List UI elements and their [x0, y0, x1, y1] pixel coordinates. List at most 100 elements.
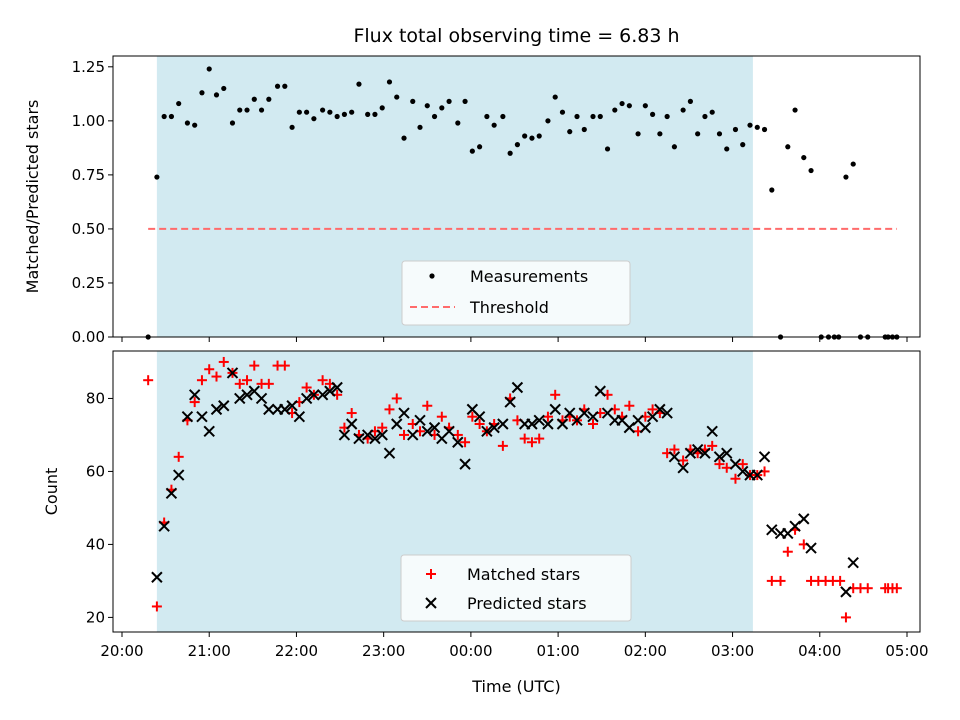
legend-matched-marker [426, 569, 436, 579]
matched-star-point [840, 612, 851, 623]
y-tick-label: 40 [86, 535, 105, 553]
measurement-point [545, 118, 551, 124]
matched-star-point [775, 575, 786, 586]
predicted-star-point [361, 429, 374, 441]
measurement-point [747, 122, 753, 128]
measurement-point [394, 94, 400, 100]
predicted-star-point [623, 421, 636, 434]
predicted-star-point [504, 396, 516, 408]
predicted-star-point [172, 469, 185, 481]
measurement-point [356, 81, 362, 87]
predicted-star-point [840, 586, 852, 598]
measurement-point [801, 154, 807, 161]
measurement-point [320, 107, 326, 113]
measurement-point [192, 122, 198, 128]
predicted-star-point [594, 385, 606, 397]
y-tick-label: 80 [86, 389, 105, 407]
matched-star-point [346, 408, 357, 419]
matched-star-point [377, 422, 388, 433]
predicted-star-point [847, 556, 859, 569]
predicted-star-point [324, 385, 336, 397]
measurement-point [850, 161, 856, 167]
measurement-point [671, 144, 678, 150]
legend-measurements-marker [429, 273, 435, 279]
legend-threshold-label: Threshold [469, 298, 549, 317]
predicted-star-point [383, 447, 396, 459]
predicted-star-point [713, 451, 726, 463]
measurement-point [687, 98, 693, 104]
measurement-point [379, 105, 385, 111]
measurement-point [229, 120, 236, 126]
matched-star-point [766, 575, 777, 586]
measurement-point [612, 107, 618, 113]
measurement-point [507, 150, 513, 156]
matched-star-point [399, 429, 410, 440]
measurement-point [597, 113, 603, 120]
predicted-star-point [766, 524, 778, 536]
measurement-point [274, 83, 281, 89]
y-tick-label: 0.75 [72, 166, 105, 184]
measurement-point [716, 131, 723, 137]
x-tick-label: 04:00 [798, 642, 841, 660]
matched-star-point [384, 404, 395, 415]
predicted-star-point [452, 436, 464, 448]
legend-measurements-label: Measurements [470, 267, 588, 286]
predicted-star-point [338, 429, 351, 441]
matched-star-point [782, 546, 793, 557]
measurement-point [514, 142, 521, 148]
matched-star-point [467, 411, 478, 422]
predicted-star-point [263, 403, 275, 416]
predicted-star-point [188, 389, 201, 401]
x-tick-label: 01:00 [536, 642, 579, 660]
y-tick-label: 20 [86, 608, 105, 626]
measurement-point [536, 133, 542, 139]
predicted-star-point [737, 465, 749, 478]
predicted-star-point [661, 407, 673, 419]
count-y-label: Count [42, 468, 61, 516]
measurement-point [469, 148, 475, 154]
ratio-legend: Measurements Threshold [401, 260, 631, 326]
measurement-point [522, 133, 528, 139]
ratio-series-group [145, 66, 900, 340]
matched-star-point [460, 437, 471, 448]
predicted-star-point [542, 418, 554, 430]
measurement-point [590, 113, 596, 120]
measurement-point [327, 109, 333, 115]
predicted-star-point [668, 451, 681, 463]
predicted-star-point [758, 451, 771, 463]
legend-predicted-glyph [425, 597, 437, 609]
measurement-point [237, 107, 243, 113]
matched-star-point [588, 418, 598, 429]
matched-star-point [249, 360, 260, 371]
predicted-star-point [706, 425, 718, 437]
measurement-point [709, 109, 715, 115]
measurement-point [552, 94, 558, 100]
matched-star-point [436, 411, 447, 422]
predicted-star-point [578, 407, 590, 419]
measurement-point [184, 120, 191, 126]
measurement-point [161, 113, 167, 120]
matched-star-point [242, 375, 253, 386]
measurement-point [567, 129, 573, 135]
y-tick-label: 1.25 [72, 58, 105, 76]
matched-star-point [497, 440, 508, 451]
measurement-point [417, 124, 423, 130]
measurement-point [769, 187, 775, 193]
predicted-star-point [151, 571, 163, 583]
measurement-point [574, 113, 580, 120]
x-axis-label: Time (UTC) [471, 677, 560, 696]
measurement-point [604, 146, 611, 152]
measurement-point [446, 98, 452, 104]
x-tick-label: 21:00 [188, 642, 231, 660]
measurement-point [206, 66, 212, 72]
measurement-point [740, 142, 746, 148]
predicted-star-point [428, 421, 441, 434]
predicted-star-point [473, 410, 486, 423]
y-tick-label: 1.00 [72, 112, 105, 130]
predicted-star-point [376, 429, 388, 441]
measurement-point [289, 124, 295, 130]
measurement-point [168, 113, 175, 120]
predicted-star-point [331, 381, 343, 394]
measurement-point [626, 103, 632, 109]
